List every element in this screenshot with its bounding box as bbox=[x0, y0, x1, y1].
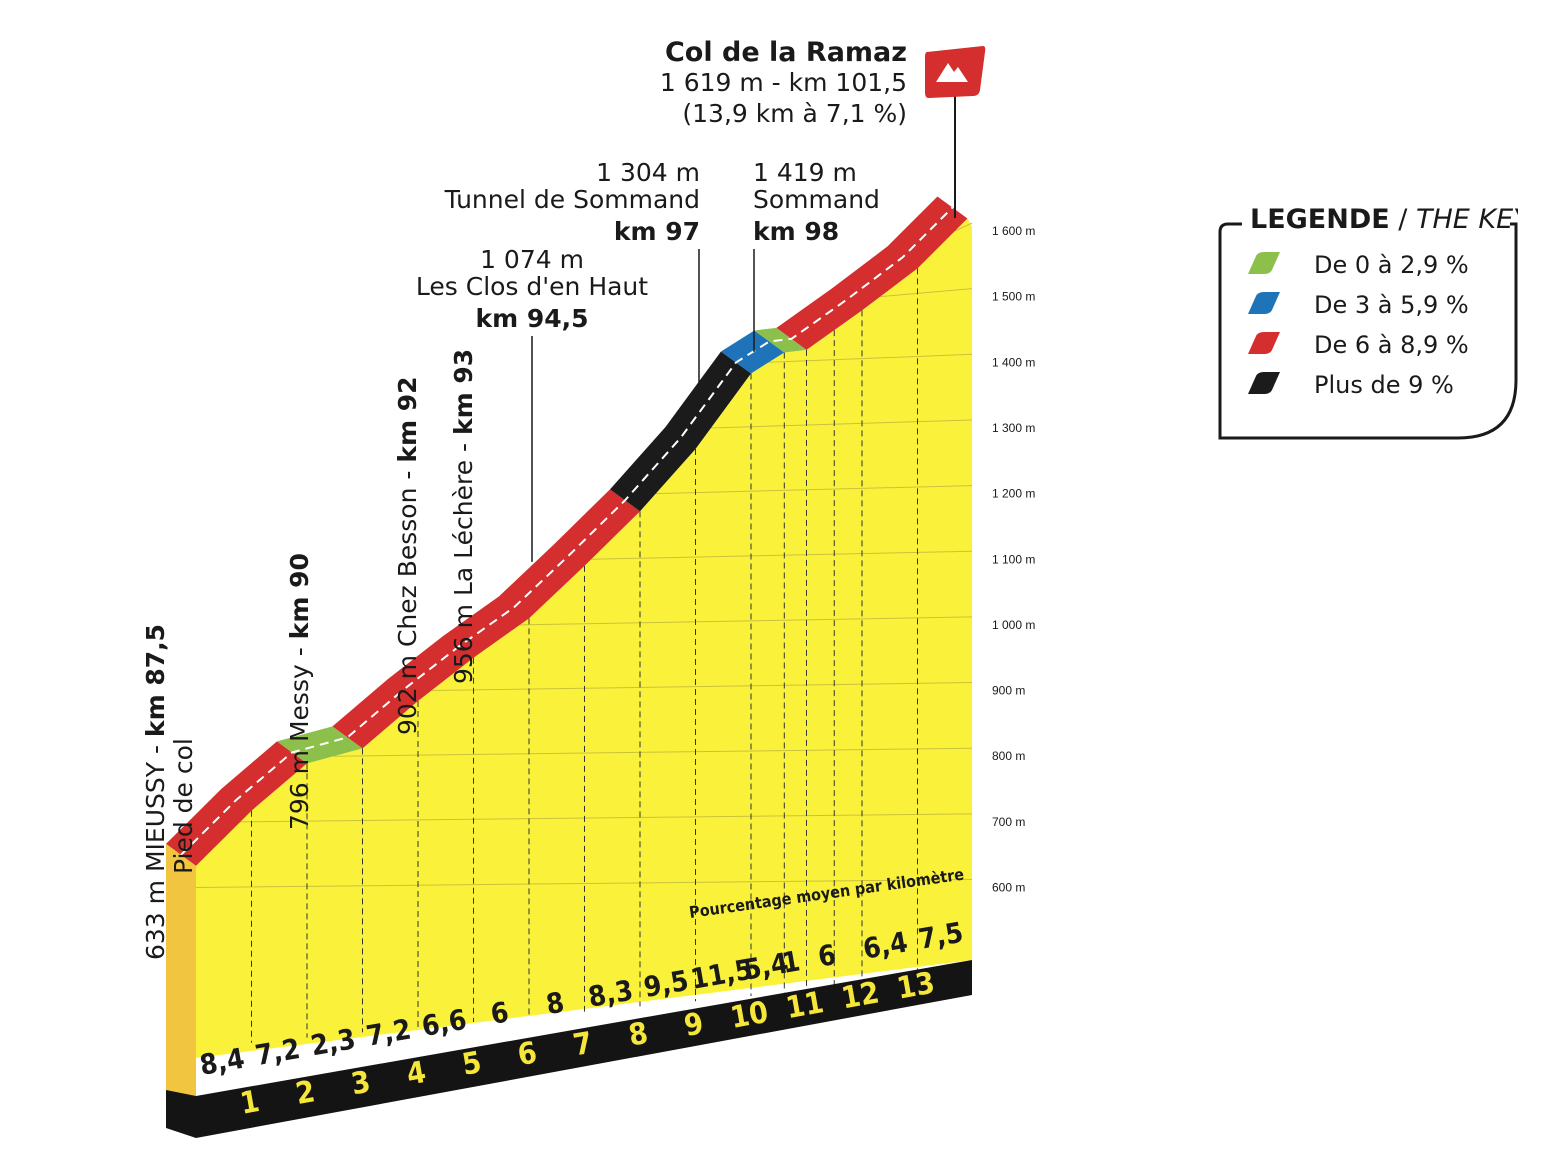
legend-frame bbox=[1218, 222, 1518, 440]
waypoint-name: Tunnel de Sommand bbox=[444, 185, 700, 214]
waypoint-name: 956 m La Léchère - bbox=[449, 435, 478, 684]
gridline bbox=[195, 879, 973, 888]
profile-side bbox=[166, 843, 196, 1098]
gradient-label: 7,2 bbox=[364, 1012, 414, 1052]
legend-swatch bbox=[1248, 332, 1280, 354]
y-tick-label: 1 500 m bbox=[992, 290, 1035, 304]
summit-flag bbox=[925, 46, 986, 218]
waypoint-altitude: 1 304 m bbox=[596, 158, 700, 187]
waypoint-km: km 94,5 bbox=[475, 304, 588, 333]
gradient-label: 8,3 bbox=[586, 974, 636, 1014]
waypoint-km: km 92 bbox=[393, 376, 422, 462]
gridline bbox=[768, 353, 973, 363]
road-band-layer bbox=[166, 196, 968, 866]
y-tick-label: 1 600 m bbox=[992, 224, 1035, 238]
waypoint-km: km 90 bbox=[285, 553, 314, 639]
gradient-and-km-labels: 8,4 7,2 2,3 7,2 6,6 6 8 8,3 9,511,55,41 6 6,4 7,51 2… bbox=[197, 916, 965, 1122]
km-label: 10 bbox=[728, 995, 771, 1036]
road-segment-red bbox=[776, 196, 968, 350]
waypoint-name: Les Clos d'en Haut bbox=[416, 272, 648, 301]
gradient-label: 8 bbox=[544, 986, 567, 1022]
km-footer bbox=[166, 960, 972, 1138]
legend-label: De 0 à 2,9 % bbox=[1314, 251, 1469, 279]
legend-title-bold: LÉGENDE bbox=[1250, 208, 1390, 235]
gradient-label: 8,4 bbox=[197, 1042, 247, 1082]
legend-items: De 0 à 2,9 % De 3 à 5,9 % De 6 à 8,9 % Plus… bbox=[1248, 251, 1469, 399]
gradient-label: 2,3 bbox=[308, 1022, 358, 1062]
gradient-label: 9,5 bbox=[641, 964, 691, 1004]
waypoint-name: Sommand bbox=[753, 185, 880, 214]
gridline bbox=[519, 616, 973, 626]
road-segment-red bbox=[166, 741, 307, 866]
gradient-label: 6,6 bbox=[419, 1003, 469, 1043]
waypoint-name: 633 m MIEUSSY - bbox=[141, 737, 170, 960]
legend-label: Plus de 9 % bbox=[1314, 371, 1454, 399]
road-segment-red bbox=[332, 489, 640, 749]
gridline bbox=[954, 222, 973, 232]
y-tick-label: 1 100 m bbox=[992, 552, 1035, 566]
legend-title-italic: THE KEY bbox=[1416, 208, 1518, 235]
legend: LÉGENDE / THE KEY De 0 à 2,9 % De 3 à 5,9… bbox=[1218, 208, 1518, 440]
road-segment-green bbox=[277, 726, 363, 764]
base-layer bbox=[166, 843, 972, 1138]
gradient-label: 6 bbox=[488, 995, 511, 1031]
waypoint-label: 633 m MIEUSSY - km 87,5 bbox=[141, 624, 170, 960]
y-tick-label: 800 m bbox=[992, 749, 1025, 763]
waypoint-km: km 87,5 bbox=[141, 624, 170, 737]
grid-layer bbox=[195, 222, 973, 1043]
legend-label: De 6 à 8,9 % bbox=[1314, 331, 1469, 359]
legend-title-sep: / bbox=[1390, 208, 1416, 235]
summit-elevation: 1 619 m - km 101,5 bbox=[660, 68, 907, 97]
legend-swatch bbox=[1248, 292, 1280, 314]
gradient-label: 1 bbox=[779, 944, 802, 980]
km-label: 11 bbox=[783, 985, 826, 1026]
road-centre-line bbox=[180, 206, 954, 856]
gradient-label: 7,2 bbox=[253, 1032, 303, 1072]
waypoint-altitude: 1 419 m bbox=[753, 158, 857, 187]
svg-text:LÉGENDE / THE KEY: LÉGENDE / THE KEY bbox=[1250, 208, 1518, 235]
summit-name: Col de la Ramaz bbox=[665, 37, 907, 68]
waypoint-km: km 98 bbox=[753, 217, 839, 246]
y-tick-label: 1 000 m bbox=[992, 618, 1035, 632]
mountain-icon bbox=[936, 63, 968, 82]
legend-swatch bbox=[1248, 252, 1280, 274]
waypoint-label: 956 m La Léchère - km 93 bbox=[449, 349, 478, 684]
waypoint-sub: Pied de col bbox=[169, 738, 198, 874]
waypoint-altitude: 1 074 m bbox=[480, 245, 584, 274]
y-tick-label: 600 m bbox=[992, 881, 1025, 895]
waypoint-label: 902 m Chez Besson - km 92 bbox=[393, 376, 422, 735]
legend-swatch bbox=[1248, 372, 1280, 394]
waypoint-name: 902 m Chez Besson - bbox=[393, 463, 422, 735]
gridline bbox=[431, 682, 973, 692]
legend-label: De 3 à 5,9 % bbox=[1314, 291, 1469, 319]
y-tick-label: 1 300 m bbox=[992, 421, 1035, 435]
y-axis: 600 m 700 m 800 m 900 m 1 000 m 1 100 m 1 200 … bbox=[992, 224, 1035, 895]
y-tick-label: 1 200 m bbox=[992, 487, 1035, 501]
gridline bbox=[880, 288, 973, 298]
gradient-label: 6,4 bbox=[860, 925, 910, 965]
gridline bbox=[333, 747, 973, 757]
waypoint-name: 796 m Messy - bbox=[285, 639, 314, 830]
waypoint-label: 796 m Messy - km 90 bbox=[285, 553, 314, 830]
y-tick-label: 900 m bbox=[992, 684, 1025, 698]
waypoint-km: km 93 bbox=[449, 349, 478, 435]
gradient-label: 6 bbox=[816, 938, 839, 974]
gradient-label: 5,4 bbox=[741, 946, 791, 986]
summit-block: Col de la Ramaz 1 619 m - km 101,5 (13,9… bbox=[660, 37, 907, 128]
gridline bbox=[710, 419, 973, 429]
km-label: 12 bbox=[839, 975, 882, 1016]
summit-climb: (13,9 km à 7,1 %) bbox=[682, 99, 907, 128]
y-tick-label: 1 400 m bbox=[992, 355, 1035, 369]
gradient-label: 7,5 bbox=[916, 916, 966, 956]
gridline bbox=[591, 550, 973, 560]
gridline bbox=[655, 485, 973, 495]
road-segment-black bbox=[610, 351, 751, 512]
y-tick-label: 700 m bbox=[992, 815, 1025, 829]
waypoint-km: km 97 bbox=[614, 217, 700, 246]
km-label: 13 bbox=[894, 966, 937, 1007]
